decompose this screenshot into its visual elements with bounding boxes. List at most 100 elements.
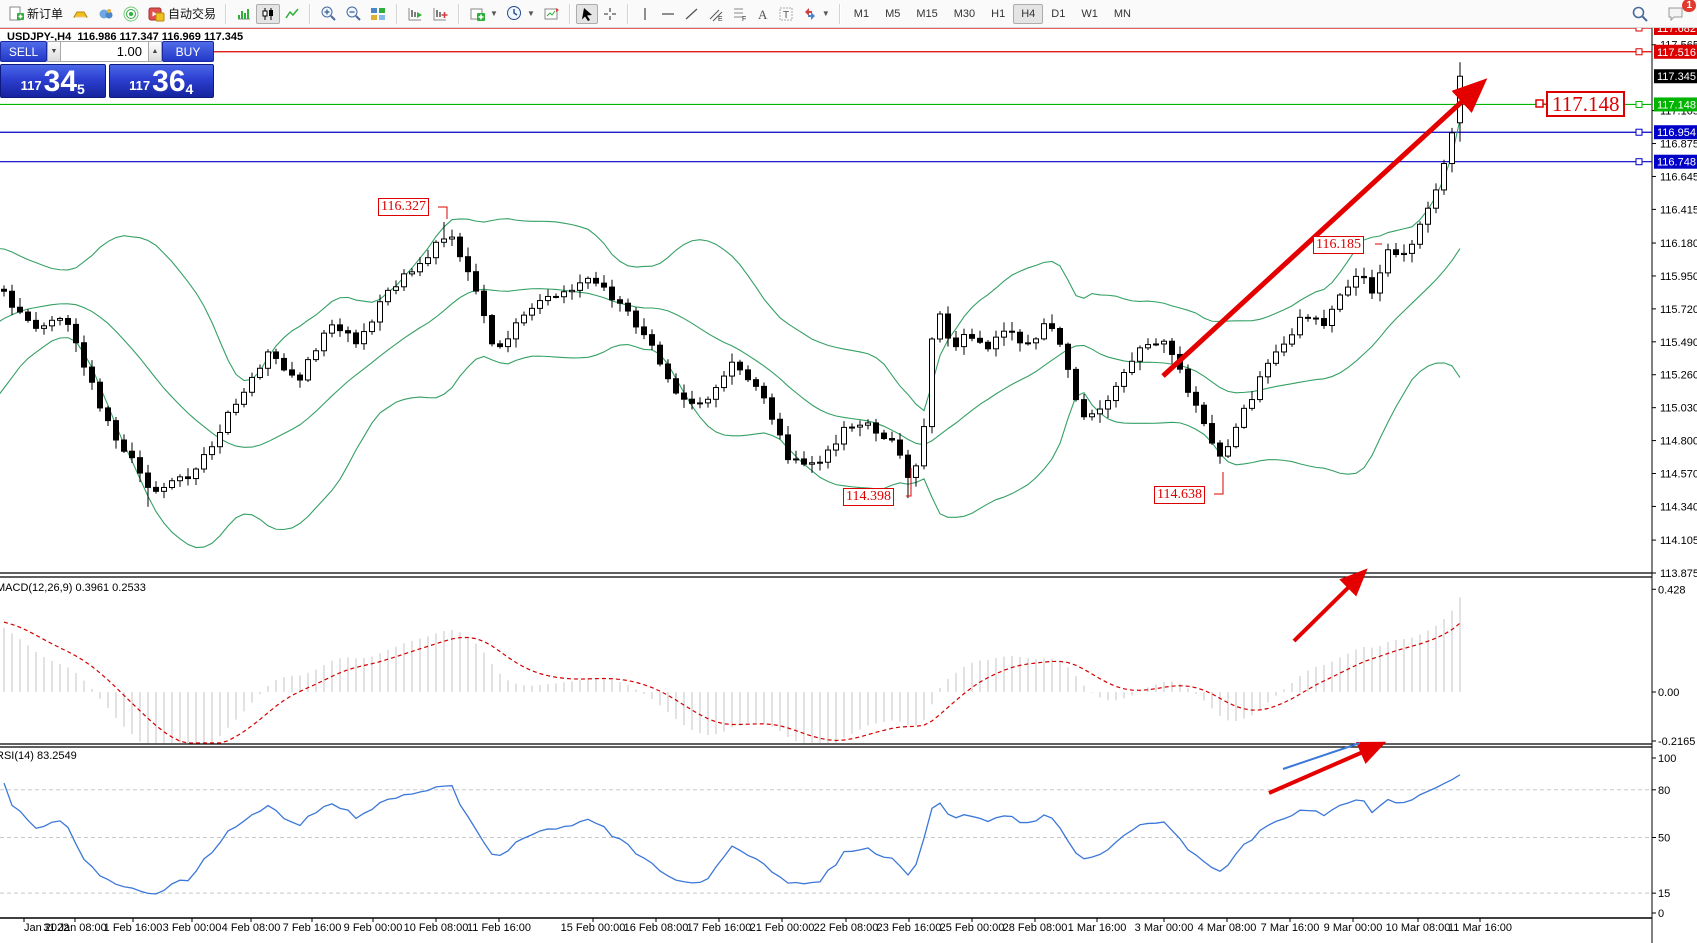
date-axis-label: 28 Feb 08:00: [1003, 922, 1068, 934]
price-badge: [1654, 97, 1697, 112]
timeframe-button-h1[interactable]: H1: [991, 7, 1006, 20]
price-tick-label: 115.030: [1660, 403, 1697, 415]
timeframe-button-m30[interactable]: M30: [953, 7, 976, 20]
price-tick-label: 113.875: [1660, 568, 1697, 580]
chart-add-icon[interactable]: [428, 4, 453, 24]
zoom-in-icon[interactable]: [316, 4, 341, 24]
market-watch-icon[interactable]: [67, 4, 93, 24]
buy-price-prefix: 117: [129, 78, 151, 93]
equidistant-channel-icon[interactable]: E: [704, 4, 728, 24]
timeframe-button-h4[interactable]: H4: [1013, 3, 1044, 24]
level-line-handle[interactable]: [1635, 158, 1643, 166]
toolbar-separator: [396, 3, 399, 24]
price-badge: [1654, 125, 1697, 140]
toolbar-separator: [458, 3, 461, 24]
line-chart-icon[interactable]: [280, 4, 304, 24]
toolbar-separator: [626, 3, 629, 24]
trend-arrow-rsi[interactable]: [1268, 741, 1387, 795]
level-line-handle[interactable]: [1635, 128, 1643, 136]
signals-icon[interactable]: [119, 4, 144, 24]
date-axis-label: 1 Mar 16:00: [1068, 922, 1127, 934]
dropdown-caret-icon: ▼: [490, 9, 498, 18]
price-tick-label: 114.105: [1660, 535, 1697, 547]
date-axis-label: 4 Mar 08:00: [1198, 922, 1257, 934]
sell-button[interactable]: SELL: [0, 41, 47, 62]
zoom-out-icon[interactable]: [341, 4, 366, 24]
candlestick-chart-icon[interactable]: [256, 3, 281, 24]
cursor-icon[interactable]: [575, 3, 598, 24]
timeframe-button-m15[interactable]: M15: [916, 7, 938, 20]
rsi-trendline-blue[interactable]: [1282, 742, 1361, 770]
period-clock-button[interactable]: ▼: [502, 4, 539, 24]
timeframe-button-w1[interactable]: W1: [1081, 7, 1098, 20]
annotation-116185[interactable]: 116.185: [1313, 236, 1364, 254]
date-axis-label: 17 Feb 16:00: [687, 922, 752, 934]
rsi-scale-label: 50: [1658, 833, 1670, 845]
sell-price-prefix: 117: [20, 78, 42, 93]
trendline-icon[interactable]: [680, 4, 704, 24]
text-icon[interactable]: A: [752, 4, 774, 24]
volume-up-stepper[interactable]: ▲: [148, 41, 162, 62]
toolbar-separator: [225, 3, 228, 24]
date-axis-label: 9 Feb 00:00: [344, 922, 403, 934]
timeframe-button-mn[interactable]: MN: [1113, 7, 1131, 20]
volume-down-stepper[interactable]: ▼: [47, 41, 61, 62]
new-chart-button[interactable]: ▼: [465, 4, 502, 24]
date-axis-label: 10 Feb 08:00: [404, 922, 469, 934]
arrows-icon[interactable]: ▼: [798, 4, 834, 24]
timeframe-button-m1[interactable]: M1: [853, 7, 870, 20]
price-tick-label: 115.950: [1660, 271, 1697, 283]
price-tick-label: 116.645: [1660, 171, 1697, 183]
search-icon[interactable]: [1627, 4, 1653, 24]
date-axis-label: 21 Feb 00:00: [750, 922, 815, 934]
ohlc-values: 116.986 117.347 116.969 117.345: [77, 31, 244, 43]
date-axis-label: 4 Feb 08:00: [222, 922, 281, 934]
volume-input[interactable]: 1.00: [61, 41, 148, 62]
price-badge-label: 117.148: [1657, 99, 1696, 111]
timeframe-button-m5[interactable]: M5: [885, 7, 901, 20]
date-axis-label: 31 Jan 08:00: [43, 922, 107, 934]
level-line-handle[interactable]: [1635, 48, 1643, 56]
notification-badge: 1: [1682, 0, 1696, 12]
autotrading-button[interactable]: 自动交易: [144, 4, 220, 24]
annotation-117148-target[interactable]: 117.148: [1546, 91, 1626, 117]
sell-price-button[interactable]: 117 34 5: [0, 64, 106, 98]
buy-price-button[interactable]: 117 36 4: [108, 64, 214, 98]
dropdown-caret-icon: ▼: [821, 9, 830, 18]
macd-scale-label: -0.2165: [1658, 736, 1695, 748]
fibonacci-icon[interactable]: F: [728, 4, 752, 24]
date-axis-label: 3 Feb 00:00: [163, 922, 222, 934]
bollinger-middle-band: [0, 248, 1461, 448]
notifications-icon[interactable]: 1: [1663, 0, 1696, 24]
svg-text:A: A: [758, 7, 768, 22]
timeframe-button-d1[interactable]: D1: [1051, 7, 1066, 20]
text-label-icon[interactable]: T: [774, 4, 798, 24]
trend-arrow-macd[interactable]: [1292, 568, 1368, 643]
macd-signal-line: [3, 621, 1461, 744]
annotation-114638[interactable]: 114.638: [1154, 486, 1205, 504]
annotation-116327[interactable]: 116.327: [378, 198, 429, 216]
chart-template-icon[interactable]: [539, 4, 564, 24]
date-axis-label: 15 Feb 00:00: [561, 922, 626, 934]
price-badge-label: 116.748: [1657, 157, 1696, 169]
community-icon[interactable]: [93, 4, 119, 24]
strategy-test-icon[interactable]: [403, 4, 428, 24]
price-tick-label: 114.570: [1660, 469, 1697, 481]
svg-text:T: T: [783, 10, 789, 21]
horizontal-line-icon[interactable]: [656, 4, 680, 24]
date-axis-label: 10 Mar 08:00: [1386, 922, 1451, 934]
buy-button[interactable]: BUY: [162, 41, 214, 62]
annotation-114398[interactable]: 114.398: [843, 488, 894, 506]
rsi-scale-label: 15: [1658, 888, 1670, 900]
price-badge: [1654, 154, 1697, 169]
level-line-handle[interactable]: [1635, 100, 1643, 108]
crosshair-icon[interactable]: [598, 4, 622, 24]
vertical-line-icon[interactable]: [634, 4, 656, 24]
bollinger-upper-band: [0, 119, 1461, 412]
tile-windows-icon[interactable]: [366, 4, 391, 24]
bar-chart-icon[interactable]: [232, 4, 256, 24]
trend-arrow-main[interactable]: [1161, 78, 1488, 378]
new-order-button[interactable]: 新订单: [3, 4, 67, 24]
price-badge-label: 117.516: [1657, 47, 1696, 59]
